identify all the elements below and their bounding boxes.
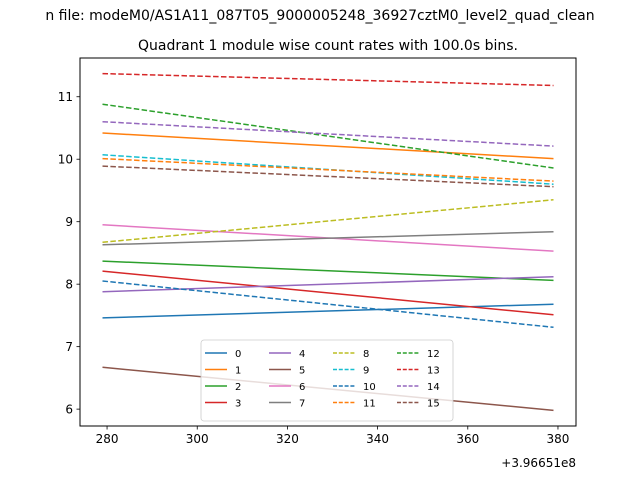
x-tick-label: 280: [96, 432, 119, 446]
legend-label-9: 9: [363, 366, 369, 377]
legend-label-15: 15: [427, 399, 440, 410]
series-line-3: [102, 270, 554, 316]
series-line-11: [102, 157, 554, 182]
legend-label-11: 11: [363, 399, 376, 410]
x-offset-label: +3.96651e8: [501, 456, 576, 470]
legend-label-1: 1: [235, 366, 241, 377]
series-line-12: [102, 103, 554, 169]
legend-label-2: 2: [235, 382, 241, 393]
y-tick-label: 11: [58, 90, 73, 104]
x-tick-label: 380: [547, 432, 570, 446]
legend-label-12: 12: [427, 349, 440, 360]
x-tick-label: 340: [366, 432, 389, 446]
series-layer: [102, 72, 554, 412]
legend-label-3: 3: [235, 399, 241, 410]
legend-label-10: 10: [363, 382, 376, 393]
y-tick-label: 8: [65, 278, 73, 292]
y-tick-label: 10: [58, 153, 73, 167]
series-line-7: [102, 230, 554, 246]
series-line-2: [102, 260, 554, 282]
series-line-0: [102, 303, 554, 319]
x-tick-label: 320: [276, 432, 299, 446]
legend-label-5: 5: [299, 366, 305, 377]
y-tick-label: 9: [65, 215, 73, 229]
plot-frame: [79, 57, 577, 427]
series-line-10: [102, 280, 554, 329]
legend-box: [200, 339, 454, 422]
legend-label-14: 14: [427, 382, 440, 393]
series-line-15: [102, 165, 554, 188]
series-line-14: [102, 120, 554, 147]
x-tick-label: 300: [186, 432, 209, 446]
chart-title: Quadrant 1 module wise count rates with …: [138, 38, 518, 54]
legend-label-13: 13: [427, 366, 440, 377]
x-tick-label: 360: [456, 432, 479, 446]
series-line-8: [102, 199, 554, 244]
series-line-1: [102, 132, 554, 160]
series-line-13: [102, 72, 554, 87]
figure-suptitle: n file: modeM0/AS1A11_087T05_9000005248_…: [45, 8, 594, 24]
legend-label-0: 0: [235, 349, 241, 360]
legend-label-8: 8: [363, 349, 369, 360]
y-tick-label: 7: [65, 340, 73, 354]
legend-label-7: 7: [299, 399, 305, 410]
legend-label-6: 6: [299, 382, 305, 393]
y-tick-label: 6: [65, 403, 73, 417]
legend-label-4: 4: [299, 349, 305, 360]
